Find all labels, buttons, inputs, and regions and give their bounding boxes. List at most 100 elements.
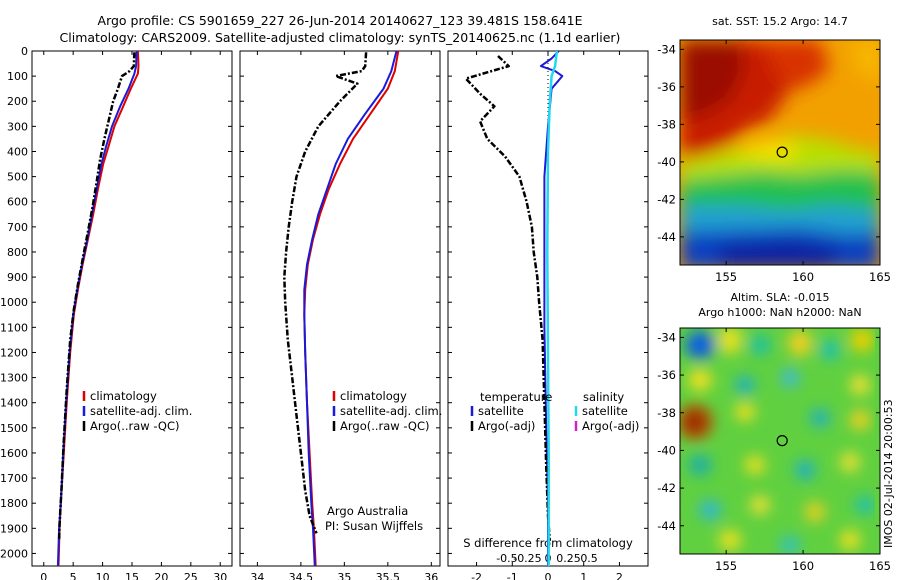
- x-tick-label: 15: [125, 571, 139, 580]
- x-tick-label: 34: [250, 571, 264, 580]
- series-group: [283, 51, 400, 566]
- y-tick-label: 2000: [0, 547, 28, 560]
- temperature-panel: 0100200300400500600700800900100011001200…: [0, 45, 233, 580]
- legend-label: satellite-adj. clim.: [340, 404, 442, 418]
- sst-map-frame: [679, 39, 881, 266]
- sla-map: [680, 328, 880, 554]
- y-tick-label: 900: [7, 271, 28, 284]
- map-x-tick-label: 155: [715, 270, 737, 284]
- map-y-tick-label: -38: [657, 406, 676, 420]
- salinity-panel: 3434.53535.536salinityclimatologysatelli…: [239, 50, 442, 580]
- legend-label: satellite: [582, 404, 628, 418]
- series-line: [464, 55, 552, 541]
- y-tick-label: 1800: [0, 497, 28, 510]
- credit-line-1: Argo Australia: [327, 504, 408, 518]
- y-tick-label: 1200: [0, 346, 28, 359]
- y-tick-label: 1900: [0, 522, 28, 535]
- y-tick-label: 1300: [0, 372, 28, 385]
- argo-position-marker: [776, 146, 788, 158]
- sla-map-axes: 155 160 165 -34 -36 -38 -40 -42 -44: [657, 328, 891, 573]
- x-tick-label: 0: [40, 571, 47, 580]
- y-tick-label: 1600: [0, 447, 28, 460]
- legend-label: satellite-adj. clim.: [90, 404, 192, 418]
- header-line-1: Argo profile: CS 5901659_227 26-Jun-2014…: [98, 13, 583, 28]
- map-y-tick-label: -38: [657, 117, 676, 131]
- series-line: [303, 51, 398, 566]
- x-tick-label: 30: [213, 571, 227, 580]
- y-tick-label: 1000: [0, 296, 28, 309]
- legend-label: climatology: [340, 389, 407, 403]
- series-line: [283, 52, 368, 534]
- x-tick-label: 34.5: [289, 571, 314, 580]
- difference-panel: -2-1012T difference from climatology-0.5…: [447, 50, 649, 580]
- series-group: [56, 51, 140, 566]
- y-tick-label: 300: [7, 120, 28, 133]
- s-tick-label: 0.5: [580, 552, 598, 565]
- x-tick-label: 20: [154, 571, 168, 580]
- x-tick-label: 35: [337, 571, 351, 580]
- sst-map-title: sat. SST: 15.2 Argo: 14.7: [712, 15, 848, 28]
- y-tick-label: 200: [7, 95, 28, 108]
- legend-label: climatology: [90, 389, 157, 403]
- legend-label: Argo(..raw -QC): [90, 419, 180, 433]
- y-tick-label: 800: [7, 246, 28, 259]
- y-tick-label: 500: [7, 171, 28, 184]
- legend-title: temperature: [480, 390, 552, 404]
- x-tick-label: -1: [507, 571, 518, 580]
- legend-title: salinity: [583, 390, 624, 404]
- map-x-tick-label: 165: [869, 270, 891, 284]
- x-tick-label: 10: [96, 571, 110, 580]
- y-tick-label: 1100: [0, 321, 28, 334]
- y-tick-label: 1700: [0, 472, 28, 485]
- s-tick-label: -0.25: [513, 552, 541, 565]
- map-y-tick-label: -34: [657, 42, 676, 56]
- x-tick-label: 0: [545, 571, 552, 580]
- sst-map-axes: 155 160 165 -34 -36 -38 -40 -42 -44: [657, 40, 891, 284]
- map-x-tick-label: 155: [715, 559, 737, 573]
- y-tick-label: 1400: [0, 397, 28, 410]
- sla-map-subtitle: Argo h1000: NaN h2000: NaN: [698, 306, 861, 319]
- x-tick-label: 35.5: [376, 571, 401, 580]
- sla-map-frame: [679, 327, 881, 555]
- x-tick-label: 25: [184, 571, 198, 580]
- x-tick-label: -2: [471, 571, 482, 580]
- series-line: [57, 52, 136, 541]
- legend-label: Argo(-adj): [582, 419, 639, 433]
- map-y-tick-label: -42: [657, 481, 676, 495]
- plot-frame: [31, 50, 233, 567]
- x-tick-label: 1: [580, 571, 587, 580]
- map-y-tick-label: -36: [657, 368, 676, 382]
- credit-line-2: PI: Susan Wijffels: [325, 519, 423, 533]
- y-tick-label: 100: [7, 70, 28, 83]
- map-y-tick-label: -44: [657, 230, 676, 244]
- s-tick-label: 0.25: [556, 552, 581, 565]
- argo-position-marker: [776, 435, 788, 447]
- map-y-tick-label: -34: [657, 330, 676, 344]
- y-tick-label: 400: [7, 145, 28, 158]
- map-y-tick-label: -36: [657, 80, 676, 94]
- map-x-tick-label: 160: [792, 559, 814, 573]
- plot-frame: [239, 50, 441, 567]
- series-group: [464, 51, 564, 566]
- legend-label: Argo(-adj): [478, 419, 535, 433]
- legend-label: satellite: [478, 404, 524, 418]
- timestamp: IMOS 02-Jul-2014 20:00:53: [882, 399, 895, 548]
- sla-map-title: Altim. SLA: -0.015: [730, 291, 829, 304]
- x-tick-label: 5: [70, 571, 77, 580]
- y-tick-label: 700: [7, 221, 28, 234]
- y-tick-label: 0: [21, 45, 28, 58]
- series-line: [546, 51, 559, 566]
- y-tick-label: 1500: [0, 422, 28, 435]
- map-y-tick-label: -40: [657, 155, 676, 169]
- header-line-2: Climatology: CARS2009. Satellite-adjuste…: [60, 30, 621, 45]
- map-y-tick-label: -44: [657, 519, 676, 533]
- map-y-tick-label: -40: [657, 443, 676, 457]
- map-x-tick-label: 165: [869, 559, 891, 573]
- x-tick-label: 36: [424, 571, 438, 580]
- map-x-tick-label: 160: [792, 270, 814, 284]
- x-tick-label: 2: [616, 571, 623, 580]
- y-tick-label: 600: [7, 196, 28, 209]
- map-y-tick-label: -42: [657, 192, 676, 206]
- s-tick-label: -0.5: [496, 552, 517, 565]
